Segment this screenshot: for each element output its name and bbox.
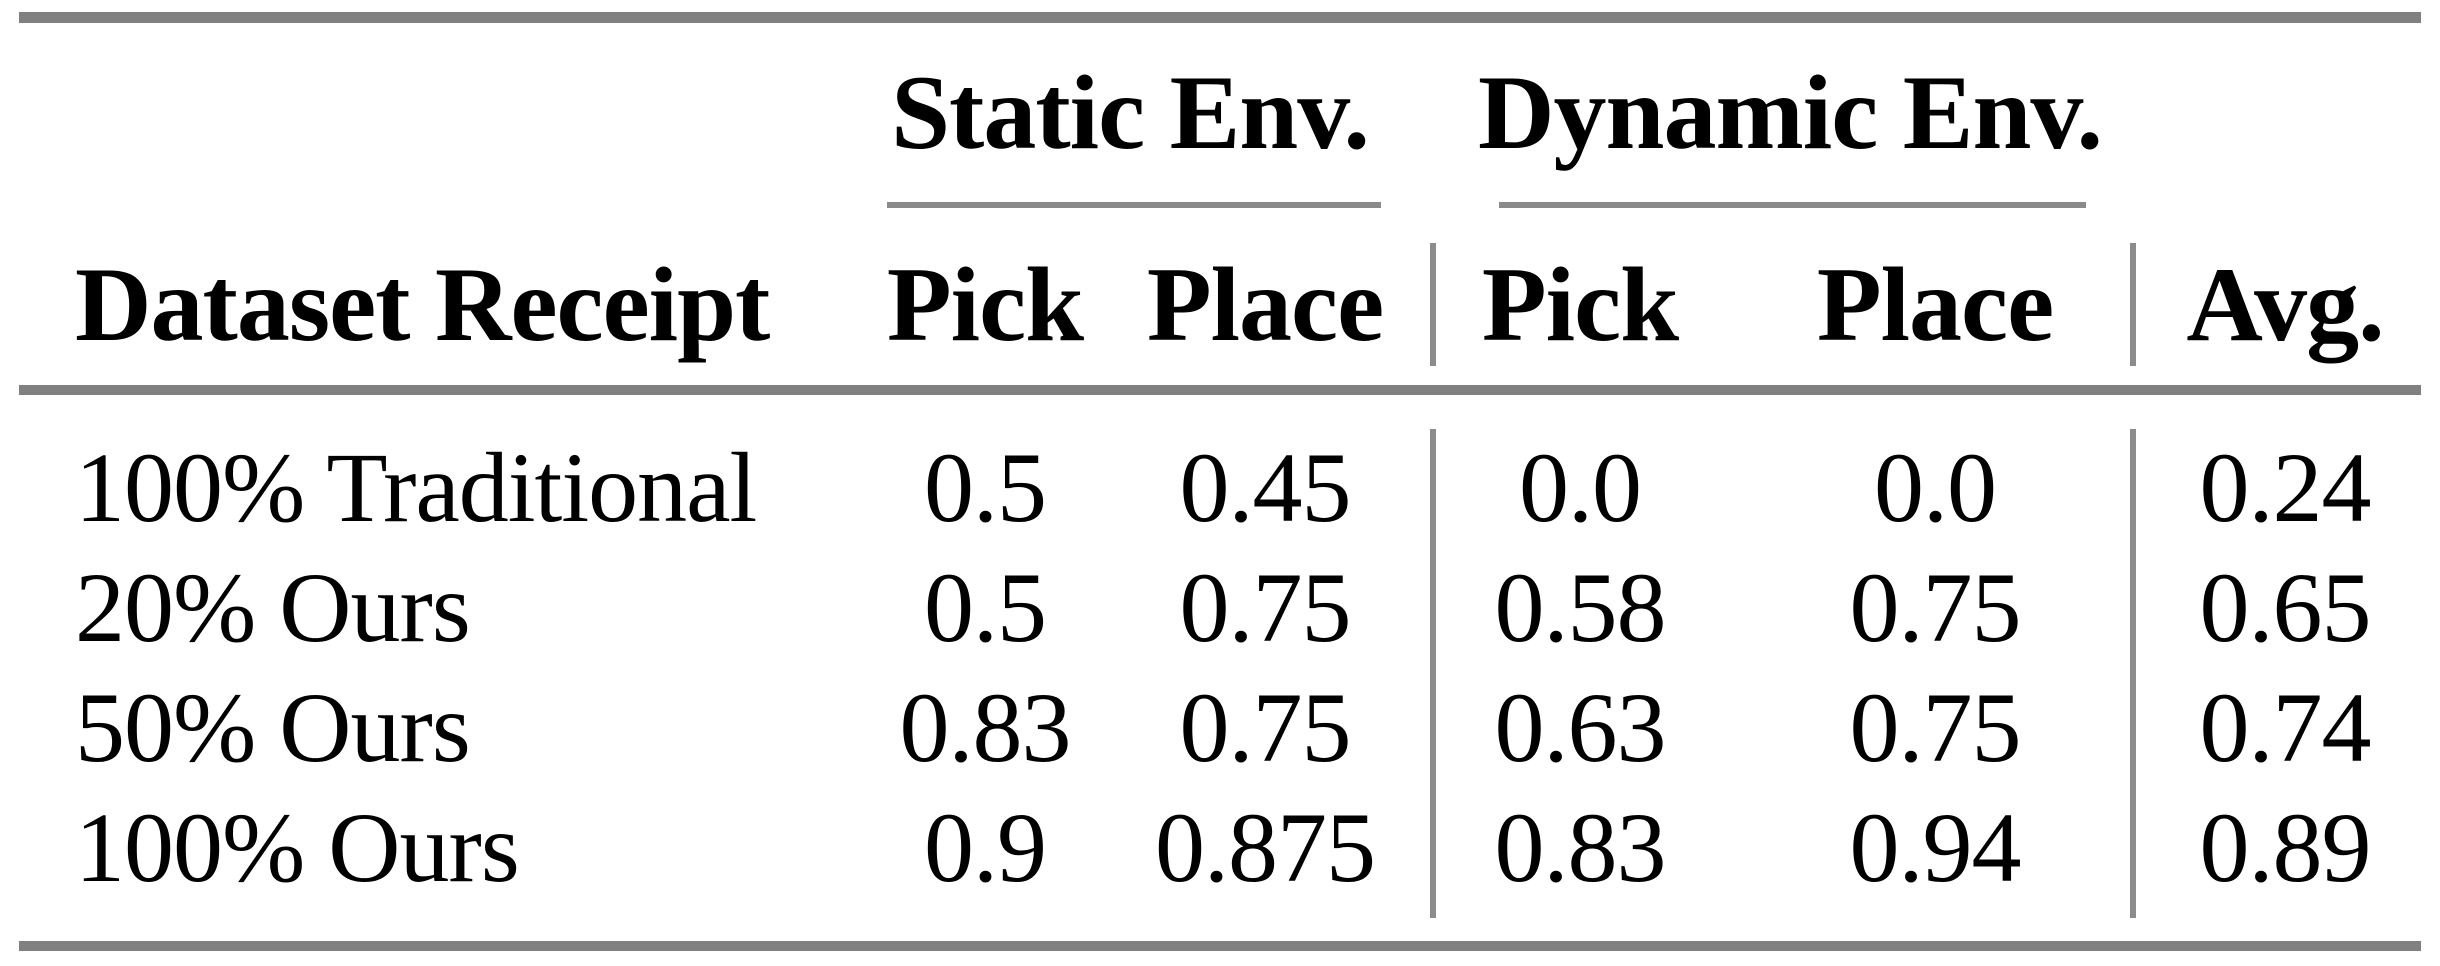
cell-dynamic-pick: 0.58: [1494, 551, 1667, 663]
cell-avg: 0.89: [2199, 791, 2372, 903]
column-separator-2-header: [2130, 243, 2136, 366]
cell-static-place: 0.45: [1179, 431, 1352, 543]
group-header-dynamic-env: Dynamic Env.: [1477, 54, 2103, 171]
table-row-50-ours: 50% Ours 0.83 0.75 0.63 0.75 0.74: [0, 667, 2440, 787]
cell-static-pick: 0.5: [924, 551, 1047, 663]
column-separator-1-body: [1430, 429, 1436, 918]
header-avg: Avg.: [2186, 246, 2384, 363]
row-label: 50% Ours: [75, 671, 471, 783]
header-dataset-receipt: Dataset Receipt: [75, 246, 770, 363]
bottom-rule: [19, 941, 2421, 951]
cell-dynamic-place: 0.0: [1874, 431, 1997, 543]
cell-dynamic-pick: 0.0: [1519, 431, 1642, 543]
column-header-row: Dataset Receipt Pick Place Pick Place Av…: [0, 240, 2440, 370]
cell-dynamic-place: 0.75: [1849, 551, 2022, 663]
table-row-100-ours: 100% Ours 0.9 0.875 0.83 0.94 0.89: [0, 787, 2440, 907]
cell-static-place: 0.75: [1179, 671, 1352, 783]
table-row-20-ours: 20% Ours 0.5 0.75 0.58 0.75 0.65: [0, 547, 2440, 667]
column-separator-1-header: [1430, 243, 1436, 366]
cell-static-pick: 0.9: [924, 791, 1047, 903]
cell-dynamic-place: 0.75: [1849, 671, 2022, 783]
header-static-pick: Pick: [886, 246, 1084, 363]
cell-avg: 0.24: [2199, 431, 2372, 543]
row-label: 100% Traditional: [75, 431, 757, 543]
header-static-place: Place: [1146, 246, 1384, 363]
cell-dynamic-pick: 0.83: [1494, 791, 1667, 903]
dynamic-env-underline: [1499, 202, 2086, 208]
group-header-row: Static Env. Dynamic Env.: [0, 48, 2440, 178]
header-dynamic-place: Place: [1816, 246, 2054, 363]
cell-static-pick: 0.5: [924, 431, 1047, 543]
static-env-underline: [887, 202, 1381, 208]
cell-dynamic-place: 0.94: [1849, 791, 2022, 903]
header-body-rule: [19, 385, 2421, 395]
table-row-100-traditional: 100% Traditional 0.5 0.45 0.0 0.0 0.24: [0, 427, 2440, 547]
cell-static-pick: 0.83: [899, 671, 1072, 783]
row-label: 20% Ours: [75, 551, 471, 663]
cell-dynamic-pick: 0.63: [1494, 671, 1667, 783]
cell-avg: 0.65: [2199, 551, 2372, 663]
header-dynamic-pick: Pick: [1481, 246, 1679, 363]
cell-static-place: 0.75: [1179, 551, 1352, 663]
top-rule: [19, 12, 2421, 23]
cell-avg: 0.74: [2199, 671, 2372, 783]
row-label: 100% Ours: [75, 791, 520, 903]
cell-static-place: 0.875: [1155, 791, 1376, 903]
group-header-static-env: Static Env.: [891, 54, 1370, 171]
column-separator-2-body: [2130, 429, 2136, 918]
